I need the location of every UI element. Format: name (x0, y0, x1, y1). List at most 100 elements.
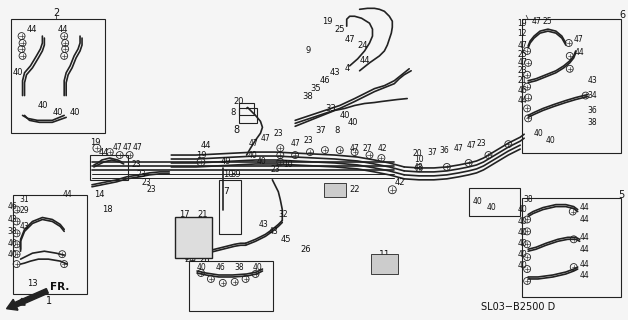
Text: 38: 38 (235, 263, 244, 272)
Text: 42: 42 (394, 178, 405, 187)
Text: 43: 43 (8, 215, 18, 224)
Bar (239, 103, 254, 116)
Text: 25: 25 (543, 17, 553, 26)
Bar (239, 108, 256, 123)
Text: 47: 47 (517, 41, 527, 50)
Text: 25: 25 (335, 25, 345, 34)
Text: 28: 28 (199, 255, 210, 264)
Bar (11, 19, 105, 133)
Text: 40: 40 (517, 260, 527, 269)
Text: 40: 40 (69, 108, 80, 117)
Text: 5: 5 (619, 190, 625, 200)
Text: 31: 31 (19, 195, 30, 204)
Text: 23: 23 (136, 170, 146, 180)
Text: 38: 38 (523, 195, 533, 204)
Text: 36: 36 (439, 146, 448, 155)
Text: 8: 8 (230, 108, 236, 117)
Bar (90, 155, 127, 180)
Text: 19: 19 (90, 138, 100, 147)
Text: 23: 23 (303, 136, 313, 145)
Text: 43: 43 (268, 227, 278, 236)
Text: 44: 44 (575, 48, 585, 57)
Text: 34: 34 (588, 91, 597, 100)
Text: 26: 26 (300, 245, 311, 254)
Text: 44: 44 (201, 140, 212, 150)
Text: 44: 44 (99, 148, 109, 156)
Text: 40: 40 (517, 250, 527, 259)
Text: 40: 40 (517, 228, 527, 237)
Text: 23: 23 (273, 129, 283, 138)
Text: 18: 18 (102, 205, 112, 214)
Text: 23: 23 (517, 66, 527, 75)
Text: 44: 44 (580, 215, 590, 224)
Text: 38: 38 (8, 227, 18, 236)
Text: 19: 19 (196, 150, 207, 160)
Text: 6: 6 (619, 10, 625, 20)
Text: 47: 47 (467, 140, 477, 150)
Text: 40: 40 (340, 111, 350, 120)
Text: 11: 11 (379, 250, 391, 259)
Text: FR.: FR. (50, 282, 70, 292)
Text: 45: 45 (280, 235, 291, 244)
Text: 44: 44 (57, 25, 68, 34)
Text: 14: 14 (94, 190, 104, 199)
Text: 10: 10 (223, 170, 233, 180)
Text: 40: 40 (348, 118, 358, 127)
Text: 40: 40 (252, 263, 263, 272)
Text: 19: 19 (517, 19, 527, 28)
Text: 7: 7 (223, 187, 229, 196)
Text: 40: 40 (52, 108, 63, 117)
Text: 47: 47 (261, 134, 270, 143)
Text: 17: 17 (179, 210, 190, 219)
Text: 44: 44 (580, 260, 590, 268)
Text: 44: 44 (360, 56, 370, 65)
Text: 40: 40 (38, 101, 48, 110)
Text: 35: 35 (310, 84, 321, 93)
Text: 13: 13 (28, 279, 38, 288)
Text: 43: 43 (259, 220, 268, 229)
Text: 40: 40 (8, 250, 18, 259)
Text: 21: 21 (197, 210, 207, 219)
Text: 22: 22 (350, 185, 360, 194)
Text: 37: 37 (315, 126, 326, 135)
Text: 37: 37 (427, 148, 436, 156)
Text: 47: 47 (133, 143, 143, 152)
Text: 1: 1 (46, 296, 52, 306)
Text: 40: 40 (8, 239, 18, 248)
Text: 23: 23 (132, 160, 141, 170)
Text: 44: 44 (580, 233, 590, 242)
Text: 10: 10 (414, 156, 424, 164)
Text: 44: 44 (62, 190, 72, 199)
Text: 21: 21 (517, 76, 527, 85)
Text: 4: 4 (345, 64, 350, 73)
Text: 8: 8 (234, 125, 240, 135)
Text: 9: 9 (305, 46, 310, 55)
Text: 40: 40 (487, 203, 496, 212)
Bar (468, 188, 520, 215)
Text: 47: 47 (345, 35, 355, 44)
Text: 43: 43 (588, 76, 597, 85)
Bar (522, 198, 621, 297)
Text: 23: 23 (477, 139, 486, 148)
Text: 46: 46 (517, 86, 527, 95)
Text: SL03−B2500 D: SL03−B2500 D (481, 302, 555, 312)
Text: 47: 47 (113, 143, 122, 152)
Text: 47: 47 (517, 58, 527, 67)
Bar (371, 254, 398, 274)
Text: 44: 44 (580, 203, 590, 212)
Text: 40: 40 (13, 68, 23, 77)
Bar (219, 180, 241, 234)
Text: 27: 27 (362, 144, 372, 153)
Text: 40: 40 (546, 136, 556, 145)
Text: 29: 29 (19, 206, 30, 215)
Text: 40: 40 (517, 239, 527, 248)
Text: 47: 47 (290, 139, 300, 148)
Text: 47: 47 (350, 144, 359, 153)
Text: 48: 48 (414, 164, 424, 172)
Text: 39: 39 (230, 170, 241, 180)
Bar (522, 19, 621, 153)
Text: 40: 40 (473, 197, 482, 206)
Text: 44: 44 (517, 96, 527, 105)
Text: 20: 20 (234, 97, 244, 106)
Text: 40: 40 (534, 129, 544, 138)
